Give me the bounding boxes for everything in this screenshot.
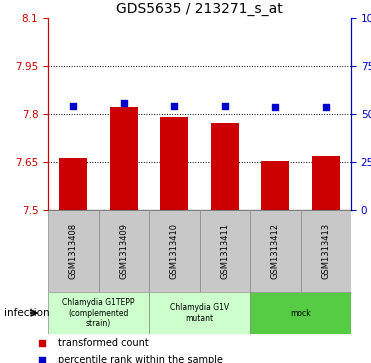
Point [222, 103, 228, 109]
Bar [261, 162, 289, 210]
Bar [48, 210, 98, 292]
Text: percentile rank within the sample: percentile rank within the sample [58, 355, 223, 363]
Bar [59, 158, 87, 210]
Text: mock: mock [290, 309, 311, 318]
Bar [250, 292, 351, 334]
Text: infection: infection [4, 308, 49, 318]
Point [171, 103, 177, 109]
Point [272, 104, 278, 110]
Point [70, 103, 76, 109]
Text: GSM1313412: GSM1313412 [271, 223, 280, 279]
Point [121, 101, 127, 106]
Bar [48, 292, 149, 334]
Text: GSM1313411: GSM1313411 [220, 223, 229, 279]
Bar [301, 210, 351, 292]
Title: GDS5635 / 213271_s_at: GDS5635 / 213271_s_at [116, 1, 283, 16]
Bar [149, 210, 200, 292]
Text: GSM1313409: GSM1313409 [119, 223, 128, 279]
Bar [200, 210, 250, 292]
Text: GSM1313408: GSM1313408 [69, 223, 78, 279]
Point [39, 340, 45, 346]
Text: transformed count: transformed count [58, 338, 149, 348]
Text: GSM1313413: GSM1313413 [321, 223, 330, 279]
Text: GSM1313410: GSM1313410 [170, 223, 179, 279]
Bar [250, 210, 301, 292]
Point [323, 104, 329, 110]
Bar [149, 292, 250, 334]
Bar [160, 117, 188, 210]
Text: Chlamydia G1V
mutant: Chlamydia G1V mutant [170, 303, 229, 323]
Text: Chlamydia G1TEPP
(complemented
strain): Chlamydia G1TEPP (complemented strain) [62, 298, 135, 328]
Bar [110, 107, 138, 210]
Point [39, 357, 45, 363]
Bar [211, 123, 239, 210]
Bar [312, 156, 339, 210]
Bar [98, 210, 149, 292]
